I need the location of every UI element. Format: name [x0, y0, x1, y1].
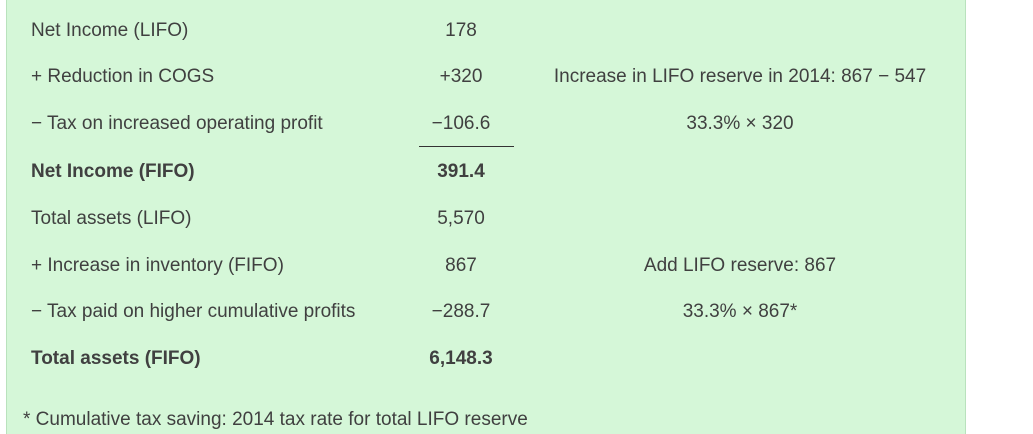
subtotal-divider	[419, 146, 514, 147]
table-row-total-assets-lifo: Total assets (LIFO) 5,570	[7, 204, 965, 234]
row-value: 867	[445, 255, 477, 276]
row-label: − Tax on increased operating profit	[31, 113, 323, 134]
row-value: 6,148.3	[429, 348, 493, 369]
row-label: Net Income (FIFO)	[31, 161, 195, 182]
table-row-reduction-cogs: + Reduction in COGS +320 Increase in LIF…	[7, 62, 965, 92]
row-value: 391.4	[437, 161, 485, 182]
table-row-net-income-lifo: Net Income (LIFO) 178	[7, 16, 965, 46]
table-row-net-income-fifo: Net Income (FIFO) 391.4	[7, 157, 965, 187]
row-label: Total assets (FIFO)	[31, 348, 201, 369]
calculation-panel: Net Income (LIFO) 178 + Reduction in COG…	[6, 0, 966, 434]
row-note: 33.3% × 867*	[682, 301, 798, 322]
row-value: +320	[439, 66, 483, 87]
row-label: Net Income (LIFO)	[31, 20, 189, 41]
table-row-increase-inventory: + Increase in inventory (FIFO) 867 Add L…	[7, 251, 965, 281]
row-note: Add LIFO reserve: 867	[643, 255, 837, 276]
row-label: Total assets (LIFO)	[31, 208, 192, 229]
row-label: + Increase in inventory (FIFO)	[31, 255, 284, 276]
row-label: + Reduction in COGS	[31, 66, 215, 87]
row-note: 33.3% × 320	[686, 113, 794, 134]
row-value: −288.7	[431, 301, 491, 322]
row-value: 5,570	[437, 208, 485, 229]
row-value: −106.6	[431, 113, 491, 134]
table-row-total-assets-fifo: Total assets (FIFO) 6,148.3	[7, 344, 965, 374]
row-value: 178	[445, 20, 477, 41]
row-label: − Tax paid on higher cumulative profits	[31, 301, 356, 322]
table-row-tax-cumulative-profits: − Tax paid on higher cumulative profits …	[7, 297, 965, 327]
row-note: Increase in LIFO reserve in 2014: 867 − …	[553, 66, 927, 87]
footnote: * Cumulative tax saving: 2014 tax rate f…	[23, 409, 528, 430]
table-row-tax-operating-profit: − Tax on increased operating profit −106…	[7, 109, 965, 139]
